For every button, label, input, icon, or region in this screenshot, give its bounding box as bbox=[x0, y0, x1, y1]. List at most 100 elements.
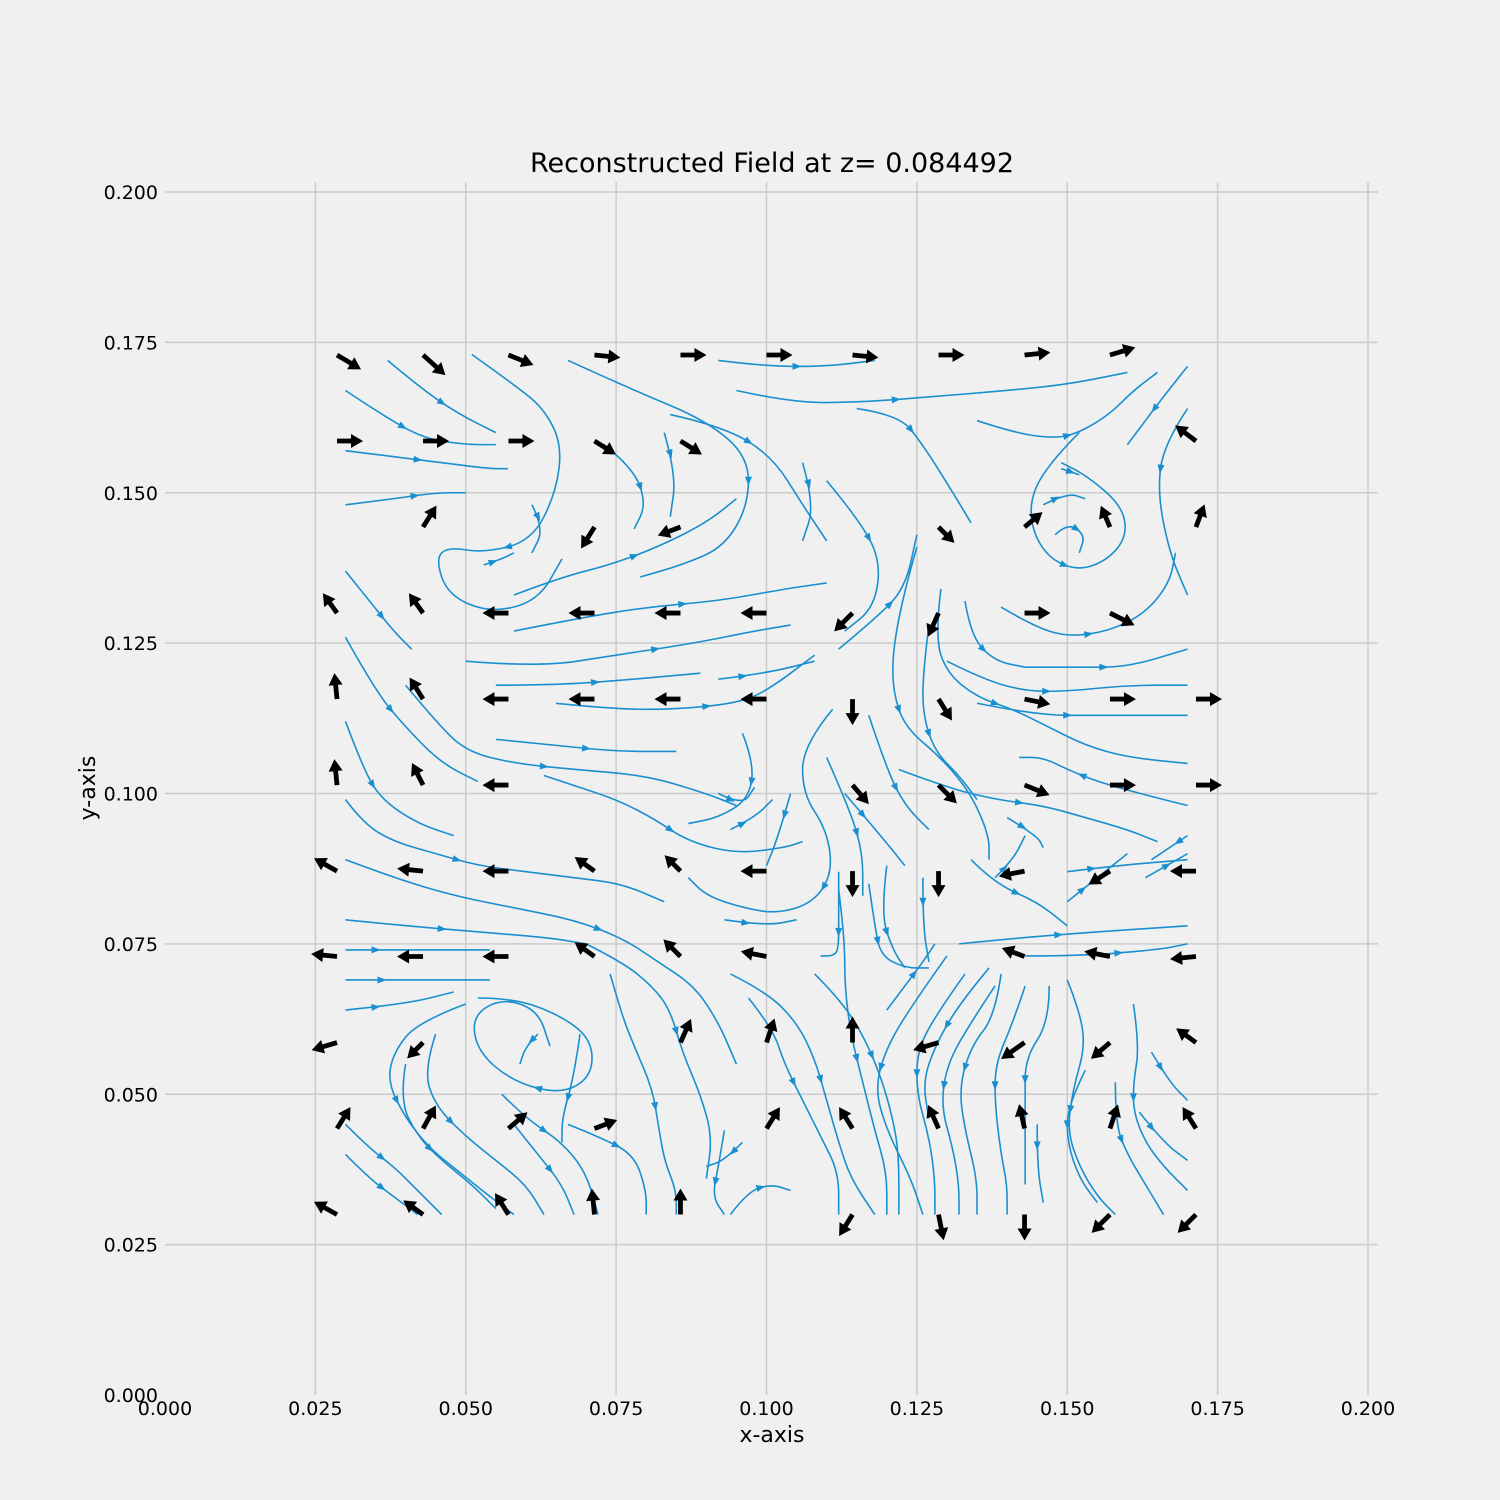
streamline bbox=[958, 925, 1188, 945]
stream-arrowhead bbox=[664, 824, 675, 833]
quiver-arrow bbox=[337, 434, 364, 449]
streamline bbox=[867, 715, 930, 831]
quiver-arrow bbox=[482, 864, 509, 879]
quiver-arrow bbox=[926, 612, 941, 637]
quiver-arrow bbox=[845, 1016, 860, 1043]
quiver-arrow bbox=[1024, 694, 1051, 709]
y-tick-label: 0.000 bbox=[104, 1385, 158, 1407]
stream-arrowhead bbox=[539, 762, 549, 770]
quiver-arrow bbox=[568, 692, 595, 707]
streamline bbox=[718, 660, 815, 681]
y-tick-label: 0.200 bbox=[104, 182, 158, 204]
quiver-arrow bbox=[852, 349, 879, 364]
streamline bbox=[1030, 432, 1126, 569]
quiver-arrow bbox=[335, 352, 362, 370]
stream-arrowhead bbox=[743, 436, 753, 445]
streamline bbox=[513, 582, 827, 632]
streamline bbox=[1066, 979, 1116, 1216]
quiver-arrow bbox=[1001, 945, 1026, 959]
stream-arrowhead bbox=[533, 511, 541, 522]
quiver-arrow bbox=[482, 606, 509, 621]
stream-arrowhead bbox=[737, 821, 747, 829]
quiver-arrow bbox=[1090, 1040, 1112, 1059]
stream-arrowhead bbox=[437, 925, 447, 932]
streamline bbox=[344, 799, 665, 903]
quiver-arrow bbox=[845, 699, 860, 726]
streamline bbox=[730, 798, 774, 831]
streamline bbox=[1138, 1111, 1189, 1162]
streamline bbox=[473, 997, 593, 1092]
streamline bbox=[501, 1093, 599, 1215]
x-tick-label: 0.100 bbox=[739, 1398, 793, 1420]
quiver-arrows bbox=[311, 344, 1222, 1241]
quiver-arrow bbox=[936, 697, 952, 721]
streamline bbox=[844, 792, 906, 867]
quiver-arrow bbox=[1193, 504, 1207, 528]
stream-arrowhead bbox=[891, 396, 901, 404]
x-tick-label: 0.125 bbox=[890, 1398, 944, 1420]
y-tick-label: 0.025 bbox=[104, 1235, 158, 1257]
stream-arrowhead bbox=[908, 969, 917, 980]
quiver-arrow bbox=[1175, 425, 1198, 443]
chart-title: Reconstructed Field at z= 0.084492 bbox=[530, 148, 1014, 179]
streamline bbox=[801, 462, 812, 542]
quiver-arrow bbox=[1024, 606, 1051, 621]
quiver-arrow bbox=[311, 948, 338, 963]
y-tick-label: 0.150 bbox=[104, 483, 158, 505]
stream-arrowhead bbox=[436, 397, 446, 406]
stream-arrowhead bbox=[1011, 887, 1021, 895]
quiver-arrow bbox=[1088, 869, 1112, 885]
stream-arrowhead bbox=[905, 424, 914, 434]
streamline bbox=[1066, 1069, 1098, 1203]
stream-arrowhead bbox=[1059, 560, 1069, 567]
stream-arrowhead bbox=[635, 481, 643, 492]
quiver-arrow bbox=[506, 1112, 528, 1131]
quiver-arrow bbox=[397, 862, 424, 877]
quiver-arrow bbox=[680, 348, 707, 363]
quiver-arrow bbox=[421, 353, 446, 376]
stream-arrowhead bbox=[882, 926, 889, 937]
stream-arrowhead bbox=[1021, 1075, 1029, 1085]
quiver-arrow bbox=[663, 939, 683, 959]
stream-arrowhead bbox=[651, 1101, 659, 1112]
streamline bbox=[345, 491, 466, 506]
stream-arrowhead bbox=[1155, 1061, 1164, 1072]
quiver-arrow bbox=[673, 1188, 688, 1215]
stream-arrowhead bbox=[544, 1164, 554, 1174]
stream-arrowhead bbox=[385, 703, 394, 714]
stream-arrowhead bbox=[788, 1077, 796, 1087]
quiver-arrow bbox=[664, 855, 683, 873]
quiver-arrow bbox=[1084, 946, 1111, 961]
quiver-arrow bbox=[931, 871, 946, 898]
streamline bbox=[1019, 756, 1188, 807]
streamline bbox=[567, 359, 750, 578]
streamline bbox=[747, 997, 840, 1215]
quiver-arrow bbox=[1017, 1214, 1032, 1241]
streamline bbox=[964, 600, 1026, 668]
streamline bbox=[426, 1033, 545, 1215]
streamline bbox=[729, 1185, 791, 1216]
stream-arrowhead bbox=[671, 1026, 679, 1036]
stream-arrowhead bbox=[729, 1146, 739, 1155]
quiver-arrow bbox=[740, 946, 767, 961]
quiver-arrow bbox=[740, 864, 767, 879]
quiver-arrow bbox=[1108, 610, 1135, 627]
streamline bbox=[1025, 648, 1188, 668]
quiver-arrow bbox=[1014, 1104, 1029, 1130]
streamline bbox=[437, 353, 563, 611]
quiver-arrow bbox=[936, 525, 955, 543]
stream-arrowhead bbox=[1063, 711, 1073, 719]
stream-arrowhead bbox=[1033, 1141, 1041, 1151]
quiver-arrow bbox=[311, 1039, 338, 1054]
streamline bbox=[513, 1123, 575, 1215]
stream-arrowhead bbox=[371, 946, 381, 954]
stream-arrowhead bbox=[593, 924, 603, 931]
streamline bbox=[724, 919, 797, 925]
streamline bbox=[960, 973, 1002, 1215]
quiver-arrow bbox=[408, 593, 425, 615]
stream-arrowhead bbox=[941, 1080, 948, 1091]
quiver-arrow bbox=[594, 349, 621, 364]
stream-arrowhead bbox=[590, 679, 601, 687]
